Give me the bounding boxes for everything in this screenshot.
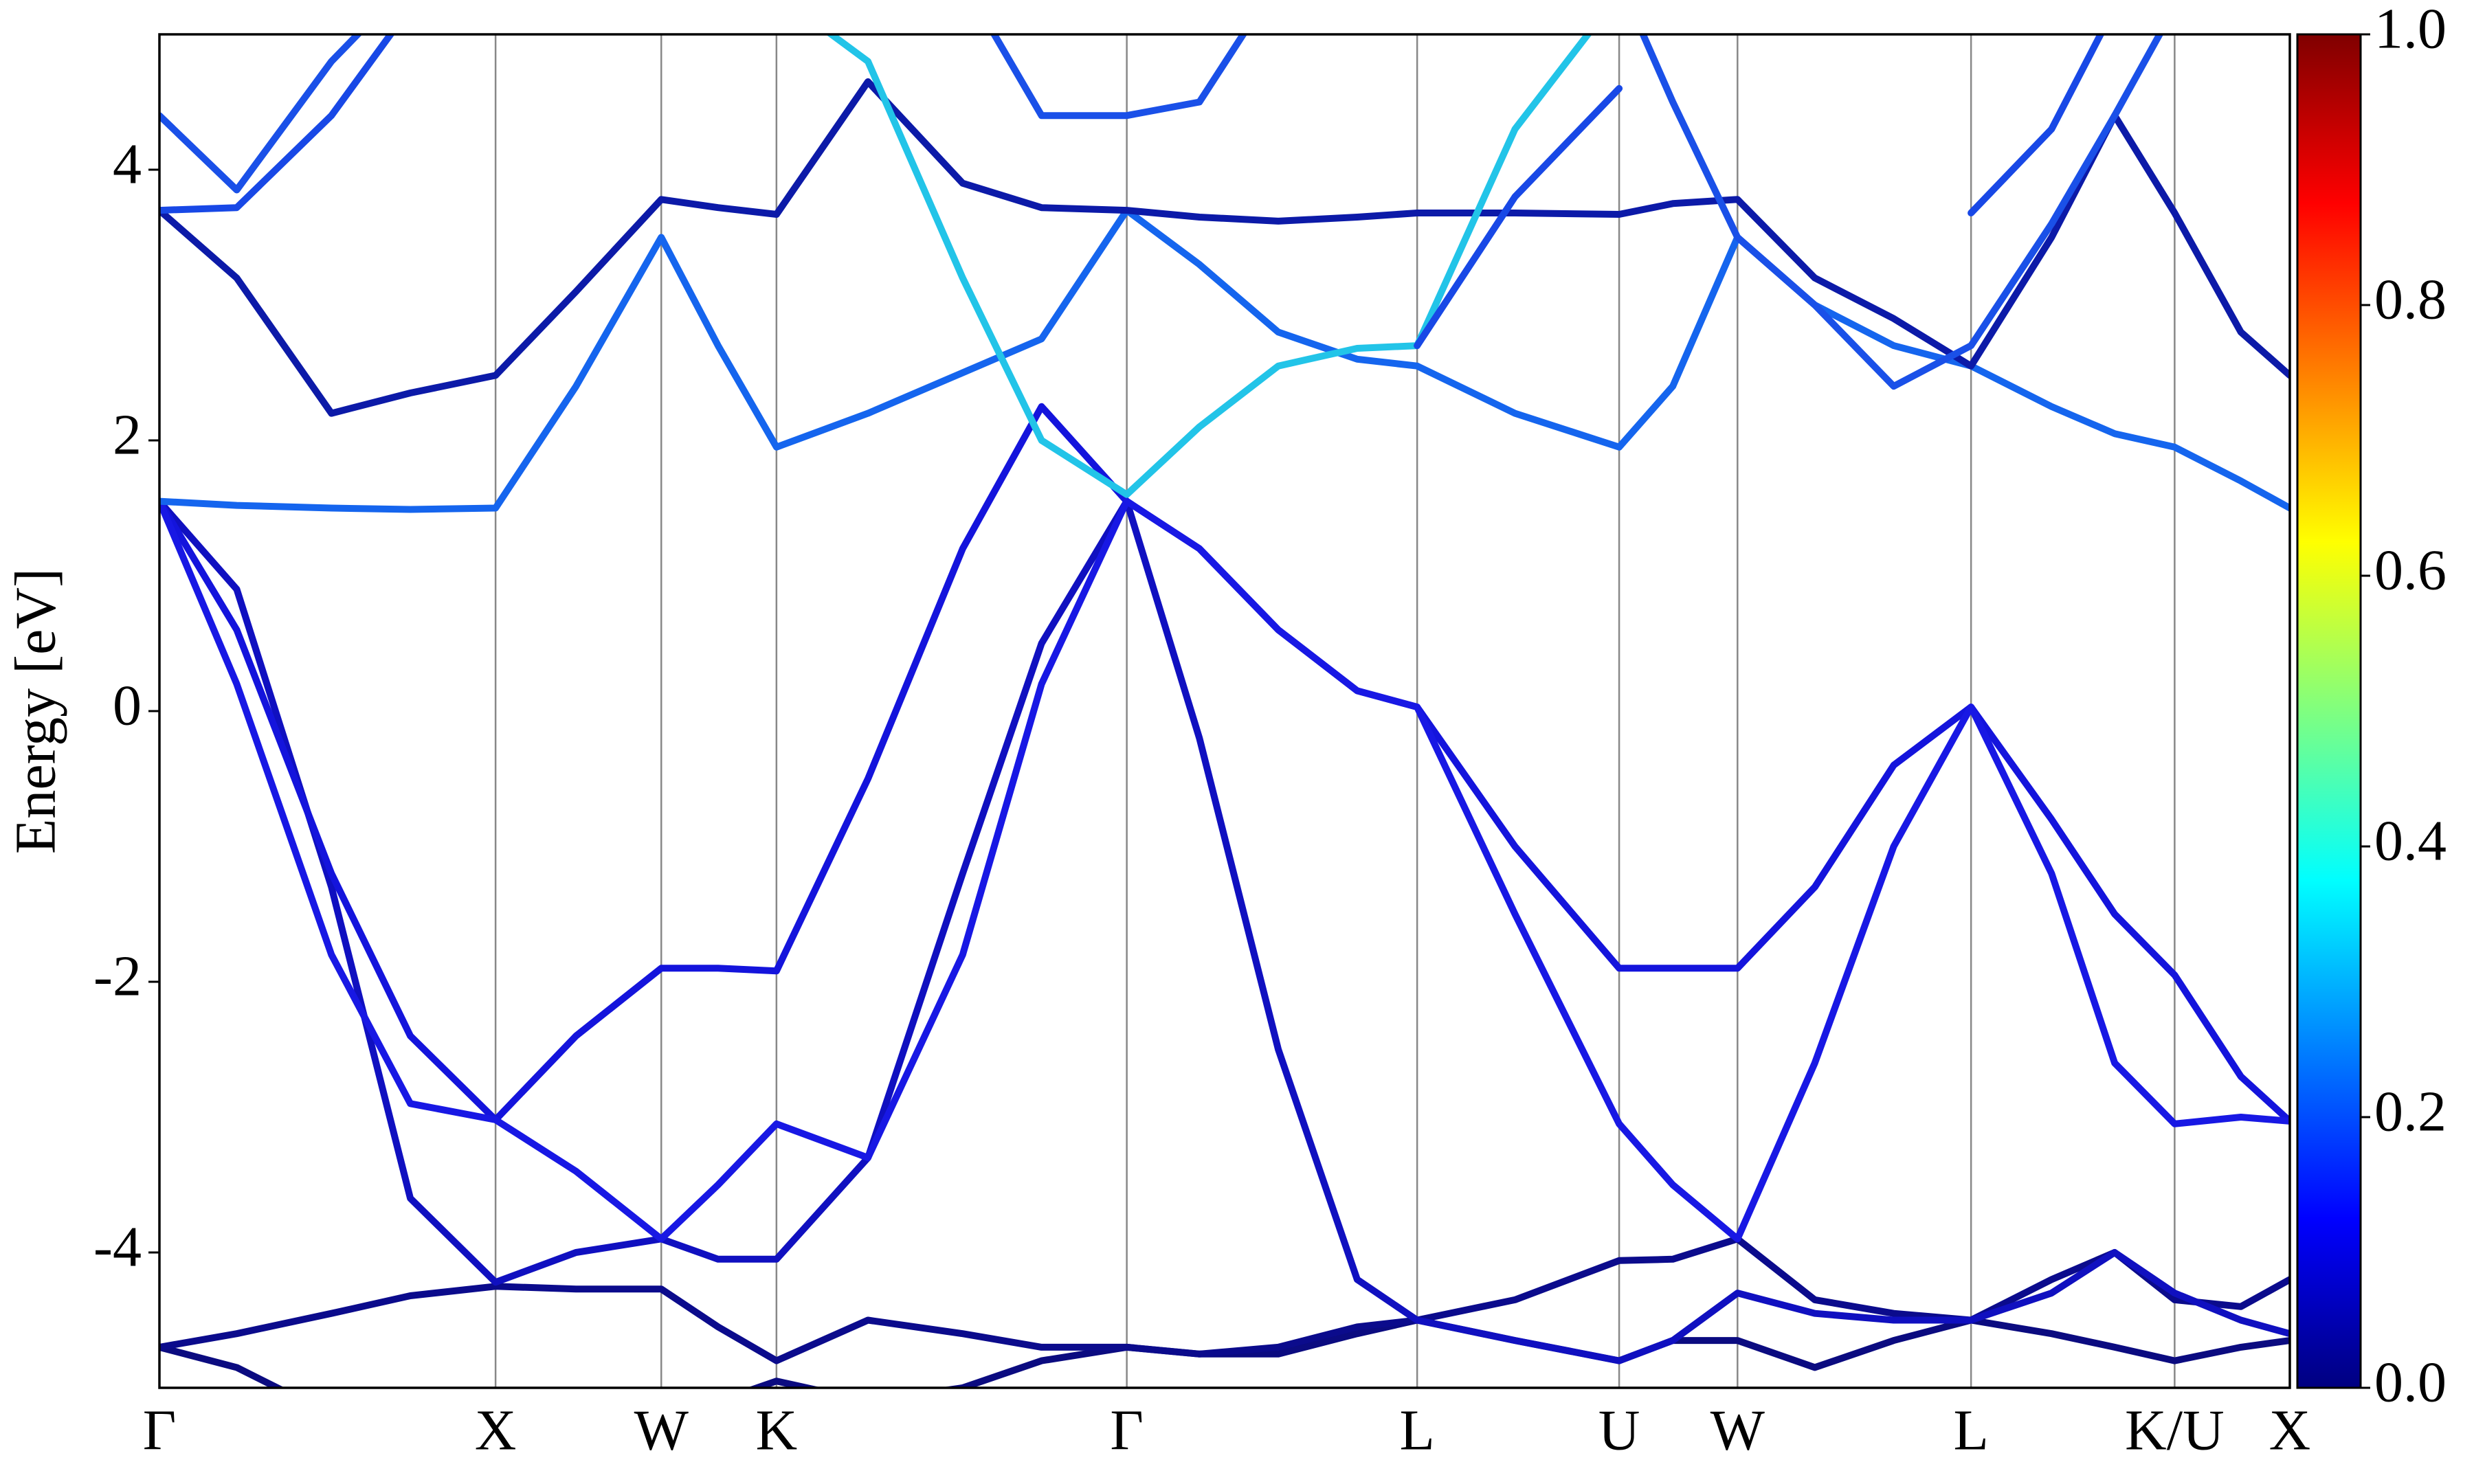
- x-tick-label: X: [475, 1398, 517, 1462]
- y-tick-label: 2: [113, 403, 142, 466]
- y-tick-label: -4: [93, 1215, 142, 1279]
- plot-frame: [158, 33, 2291, 1389]
- y-tick-label: 4: [113, 132, 142, 196]
- y-axis-label: Energy [eV]: [3, 568, 67, 854]
- x-tick-label: W: [634, 1398, 689, 1462]
- x-tick-label: X: [2269, 1398, 2311, 1462]
- x-tick-label: L: [1953, 1398, 1988, 1462]
- colorbar-tick-label: 0.0: [2374, 1350, 2447, 1414]
- colorbar-tick-label: 1.0: [2374, 0, 2447, 60]
- colorbar-tick-label: 0.2: [2374, 1079, 2447, 1143]
- x-tick-label: U: [1598, 1398, 1640, 1462]
- x-tick-label: K/U: [2125, 1398, 2225, 1462]
- x-tick-label: Γ: [143, 1398, 177, 1462]
- x-tick-label: K: [756, 1398, 798, 1462]
- colorbar: [2296, 33, 2362, 1389]
- band-line: [159, 34, 2105, 350]
- y-tick-label: 0: [113, 673, 142, 737]
- colorbar-tick-label: 0.8: [2374, 267, 2447, 331]
- bands: [159, 34, 2290, 1388]
- x-tick-label: Γ: [1110, 1398, 1144, 1462]
- band-line: [159, 78, 2290, 417]
- band-line: [825, 34, 1592, 498]
- band-line: [159, 1316, 2290, 1388]
- x-tick-label: L: [1399, 1398, 1434, 1462]
- colorbar-tick-label: 0.6: [2374, 538, 2447, 602]
- band-line: [159, 1235, 2290, 1364]
- y-tick-label: -2: [93, 944, 142, 1008]
- x-tick-label: W: [1710, 1398, 1765, 1462]
- band-line: [159, 34, 2164, 390]
- band-line: [159, 497, 2290, 1243]
- colorbar-tick-label: 0.4: [2374, 809, 2447, 873]
- band-line: [159, 497, 2290, 1364]
- band-line: [159, 207, 2290, 513]
